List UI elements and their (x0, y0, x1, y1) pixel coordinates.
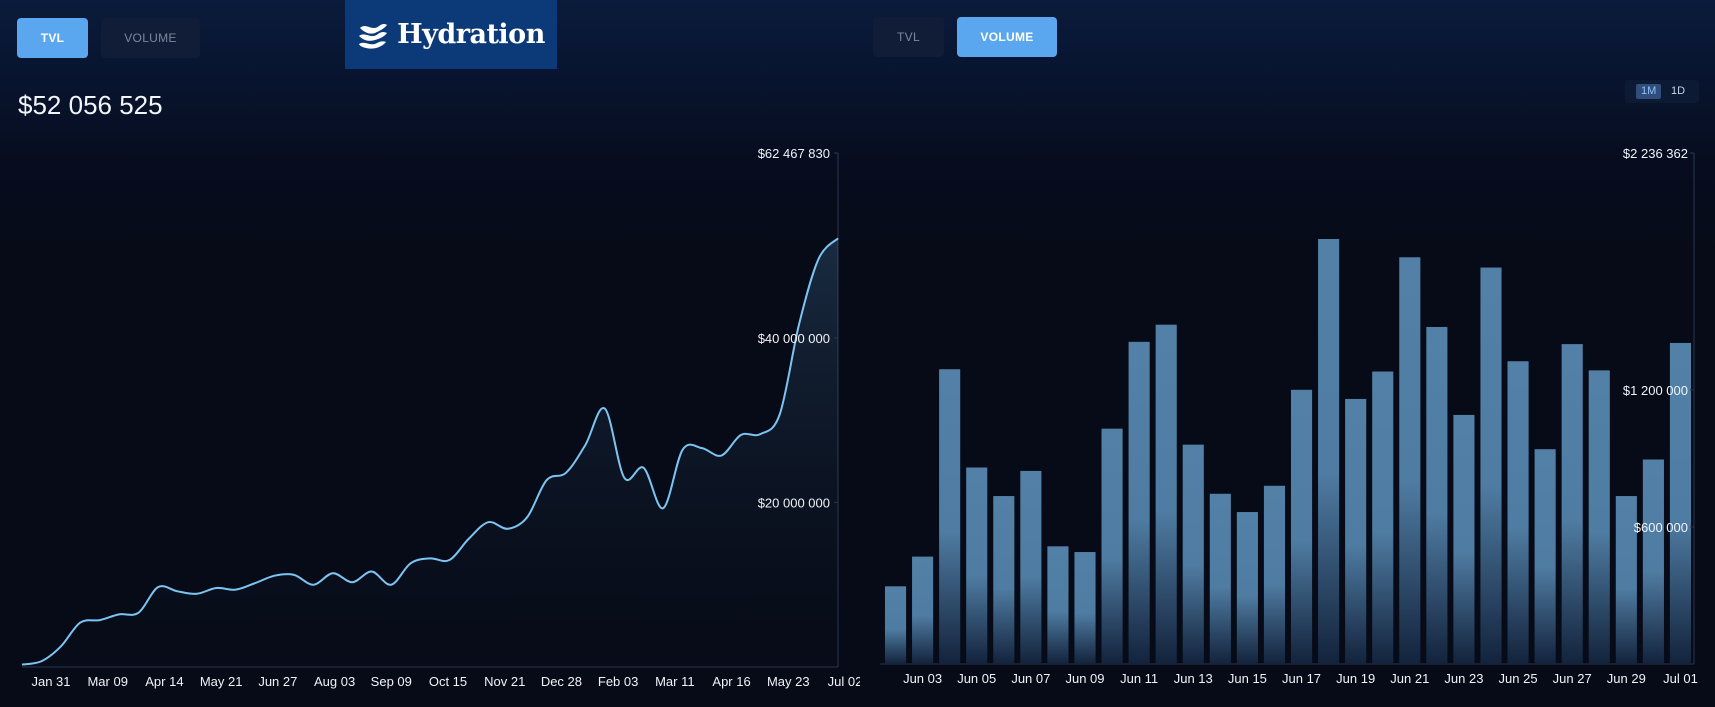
tvl-x-tick-label: Sep 09 (371, 674, 412, 689)
tvl-x-tick-label: Aug 03 (314, 674, 355, 689)
tvl-x-tick-label: Nov 21 (484, 674, 525, 689)
tvl-x-tick-label: Jan 31 (31, 674, 70, 689)
tvl-tab-left[interactable]: TVL (17, 18, 88, 58)
tvl-x-tick-label: Mar 11 (655, 674, 695, 689)
tvl-x-tick-label: Jul 02 (828, 674, 860, 689)
tvl-x-tick-label: Apr 14 (145, 674, 183, 689)
tvl-line (21, 237, 839, 666)
tvl-x-tick-label: Jun 27 (258, 674, 297, 689)
tvl-x-tick-label: Dec 28 (541, 674, 582, 689)
tvl-tab-right[interactable]: TVL (873, 17, 944, 57)
volume-tab-right[interactable]: VOLUME (957, 17, 1057, 57)
tvl-x-tick-label: May 21 (200, 674, 243, 689)
tvl-y-tick-label: $40 000 000 (758, 331, 830, 346)
tvl-x-tick-label: Apr 16 (712, 674, 750, 689)
range-toggle: 1M 1D (1625, 80, 1699, 103)
tvl-y-tick-label: $20 000 000 (758, 495, 830, 510)
hydration-logo: Hydration (345, 0, 557, 69)
tvl-area-chart: $62 467 830 $40 000 000 $20 000 000 Jan 31 M… (21, 146, 860, 689)
tvl-x-tick-label: Feb 03 (598, 674, 638, 689)
tvl-x-tick-label: May 23 (767, 674, 810, 689)
tvl-area-fill (22, 238, 838, 667)
hydration-logo-icon (359, 23, 388, 49)
logo-text: Hydration (397, 19, 545, 50)
tvl-x-tick-label: Mar 09 (87, 674, 127, 689)
range-1d-option[interactable]: 1D (1671, 85, 1686, 97)
tvl-y-tick-label: $62 467 830 (758, 146, 830, 161)
range-1m-option[interactable]: 1M (1636, 84, 1662, 99)
tvl-current-value: $52 056 525 (18, 90, 163, 120)
volume-tab-left[interactable]: VOLUME (101, 18, 200, 58)
tvl-x-tick-label: Oct 15 (429, 674, 467, 689)
